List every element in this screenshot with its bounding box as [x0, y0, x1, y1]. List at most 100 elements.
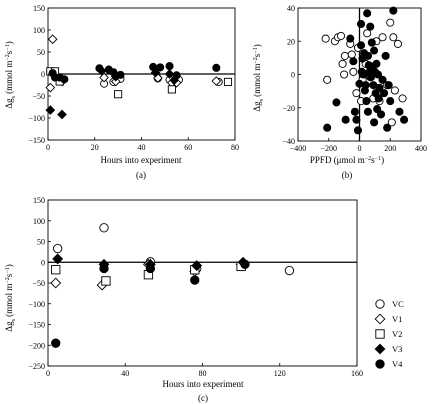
panel-c-point-V3	[52, 253, 64, 265]
panel-a-ytick-label: 50	[37, 48, 45, 57]
panel-b-ytick-label: −40	[282, 137, 295, 146]
panel-b-point-filled	[373, 105, 382, 114]
panel-a-ylabel-close: )	[4, 41, 14, 44]
panel-b-point-filled	[383, 123, 392, 132]
panel-b-point-filled	[400, 115, 409, 124]
panel-c-xtick-label: 120	[274, 369, 286, 378]
panel-b-point-open	[340, 51, 349, 60]
panel-b-point-filled	[374, 94, 383, 103]
panel-b-point-filled	[366, 73, 376, 82]
legend-label-V2: V2	[392, 329, 402, 339]
panel-a-xtick-label: 60	[184, 143, 192, 152]
panel-b-point-open	[336, 31, 346, 40]
panel-b-point-filled	[341, 115, 350, 124]
panel-c-legend: VC V1 V2 V3 V4	[374, 299, 404, 369]
panel-b-point-open	[321, 34, 330, 43]
panel-c-marks	[47, 199, 358, 367]
panel-b-point-filled	[366, 22, 375, 31]
panel-a-series-V2	[46, 67, 233, 99]
panel-b-ylabel-close: )	[252, 44, 262, 47]
panel-a-xlabel: Hours into experiment	[101, 155, 182, 165]
panel-a-ylabel-main: Δg	[4, 98, 14, 109]
panel-b-ylabel-exp: −2	[253, 57, 259, 63]
panel-b-point-filled	[363, 107, 373, 116]
panel-b-point-filled	[346, 34, 355, 43]
panel-c-ylabel-exp: −2	[5, 277, 11, 283]
panel-c-ticks: 0 40 80 120 160 150 100 50 0 −50 −100 −150 −200 −250	[28, 196, 363, 378]
panel-b-point-open	[323, 75, 332, 84]
panel-b-point-filled	[356, 19, 366, 29]
panel-a-point-V1	[47, 34, 58, 45]
panel-b-point-filled	[370, 46, 379, 55]
panel-c-ytick-label: 100	[33, 217, 45, 226]
panel-a-ytick-label: 150	[33, 4, 45, 13]
panel-a-point-V2	[167, 85, 176, 94]
panel-b-point-open	[386, 18, 395, 27]
panel-c-point-VC	[99, 223, 109, 233]
panel-b-point-open	[349, 67, 358, 76]
legend-marker-VC	[375, 299, 385, 309]
panel-b-xlabel: PPFD (μmol m−2s−1)	[310, 155, 384, 165]
panel-a-point-V1	[45, 82, 56, 93]
panel-b-point-open	[378, 33, 387, 42]
panel-b-xlabel-exp2: −1	[375, 156, 381, 162]
panel-a-xtick-label: 80	[231, 143, 239, 152]
legend-marker-V3	[374, 343, 386, 355]
panel-c-ylabel-sub: s	[11, 318, 17, 321]
panel-c-ytick-label: 0	[41, 258, 45, 267]
panel-b-point-filled	[380, 89, 389, 98]
panel-c-point-V4	[99, 263, 109, 274]
panel-a-point-V4	[109, 68, 118, 77]
panel-c-frame	[47, 199, 358, 367]
panel-a-ytick-label: 100	[33, 26, 45, 35]
panel-b-xtick-label: 0	[358, 144, 362, 153]
panel-c-point-V4	[145, 263, 156, 274]
panel-a-point-V2	[114, 90, 123, 99]
panel-a-ytick-label: 0	[41, 70, 45, 79]
panel-a-point-V3	[164, 69, 175, 79]
panel-a-marks	[45, 7, 236, 141]
panel-b-point-open	[338, 59, 347, 68]
panel-b-point-filled	[384, 81, 393, 90]
panel-c-point-V2	[51, 265, 61, 275]
panel-a-point-V3	[45, 105, 56, 115]
panel-a-point-V4	[212, 63, 221, 72]
panel-b-marks	[297, 6, 422, 142]
panel-b-point-filled	[370, 118, 379, 127]
panel-b-point-filled	[395, 107, 404, 116]
legend-label-V1: V1	[392, 314, 402, 324]
panel-b-point-filled	[381, 51, 390, 60]
panel-c-point-V3	[191, 260, 203, 272]
panel-c-caption: (c)	[198, 393, 208, 403]
panel-a-point-V4	[172, 71, 181, 80]
panel-c-ylabel: Δgs (mmol m−2s−1)	[4, 264, 17, 331]
panel-b-point-filled	[375, 83, 384, 92]
panel-c-xlabel: Hours into experiment	[163, 379, 244, 389]
panel-b-point-filled	[367, 38, 376, 47]
panel-c-series-V4	[51, 259, 250, 348]
panel-b-point-open	[347, 50, 356, 59]
panel-a-point-V4	[156, 63, 165, 72]
panel-c-point-V4	[51, 338, 61, 348]
panel-b-caption: (b)	[342, 170, 353, 180]
panel-b-ylabel-exp2: −1	[253, 47, 259, 53]
panel-b-point-filled	[363, 9, 372, 18]
panel-b-ylabel: Δgs (mmol m−2s−1)	[252, 44, 265, 111]
panel-b-ylabel-unit2: s	[252, 53, 262, 57]
panel-c-ytick-label: 150	[33, 196, 45, 205]
panel-a-series-V1	[45, 34, 222, 93]
panel-a-point-V4	[165, 62, 174, 71]
panel-b-xtick-label: −200	[320, 144, 337, 153]
panel-c-ylabel-unit2: s	[4, 273, 14, 277]
panel-b-series-filled	[323, 6, 409, 135]
panel-a-point-V4	[60, 75, 69, 84]
panel-a: 0 20 40 60 80 150 100 50 0 −50 −100 −150 Hours into…	[4, 4, 239, 180]
panel-b-point-filled	[372, 59, 381, 68]
panel-a-series-VC	[46, 67, 223, 88]
panel-b-point-filled	[356, 41, 366, 50]
panel-a-point-V4	[149, 62, 158, 72]
panel-b-point-filled	[323, 123, 332, 132]
panel-b-ylabel-unit: (mmol m	[252, 64, 262, 100]
panel-a-series-V4	[48, 62, 221, 84]
